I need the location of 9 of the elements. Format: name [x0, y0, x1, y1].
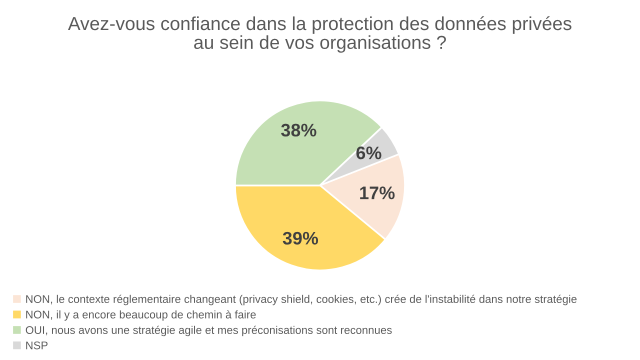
- data-label: 6%: [356, 146, 382, 160]
- data-label: 39%: [282, 232, 318, 245]
- legend-label: NSP: [26, 341, 48, 350]
- data-label: 38%: [281, 124, 316, 137]
- legend-label: NON, le contexte réglementaire changeant (privacy shield, cookies, etc.) crée de l'instabilité dans notre stratégie: [26, 294, 577, 306]
- data-label: 17%: [360, 186, 395, 200]
- chart-title: Avez-vous confiance dans la protection des données privées au sein de vos organisations ?: [68, 16, 572, 53]
- legend-label: OUI, nous avons une stratégie agile et mes préconisations sont reconnues: [26, 326, 392, 336]
- legend-label: NON, il y a encore beaucoup de chemin à faire: [26, 310, 256, 321]
